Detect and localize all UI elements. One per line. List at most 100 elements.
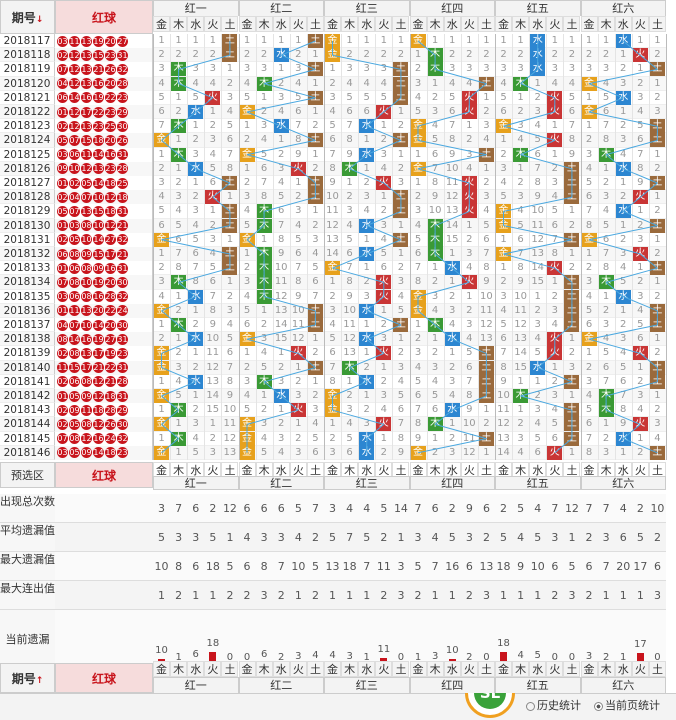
omission-value: 6 (637, 134, 644, 146)
element-tag: 木 (427, 318, 443, 332)
stat-value: 5 (294, 502, 302, 515)
red-ball: 22 (105, 362, 116, 374)
omission-value: 10 (497, 390, 510, 401)
omission-value: 2 (517, 106, 524, 117)
omission-value: 3 (278, 91, 285, 103)
preselect-element[interactable]: 火 (375, 462, 393, 478)
red-ball: 12 (93, 418, 104, 430)
stat-label: 最大遗漏值 (0, 552, 55, 581)
omission-value: 2 (637, 77, 644, 89)
radio-unchecked-icon[interactable] (526, 701, 535, 711)
omission-value: 10 (428, 205, 442, 217)
stat-value: 2 (311, 589, 319, 602)
omission-value: 10 (445, 162, 459, 174)
omission-value: 5 (500, 91, 507, 103)
header-element-5-3: 水 (529, 16, 547, 32)
period-label: 2018146 (0, 445, 55, 460)
omission-value: 4 (466, 262, 473, 274)
omission-value: 5 (534, 432, 541, 444)
red-ball: 13 (81, 347, 92, 359)
red-ball: 02 (57, 120, 68, 132)
omission-value: 2 (483, 106, 490, 117)
preselect-element[interactable]: 木 (170, 462, 188, 478)
current-row-bg (55, 610, 666, 670)
element-tag: 金 (239, 105, 255, 119)
stat-value: 6 (653, 560, 661, 573)
omission-value: 1 (295, 418, 302, 430)
omission-value: 1 (243, 162, 251, 174)
omission-value: 1 (175, 290, 182, 302)
period-label: 2018138 (0, 332, 55, 347)
current-page-stats-option[interactable]: 当前页统计 (594, 697, 660, 713)
red-ball: 20 (105, 35, 116, 47)
omission-value: 12 (445, 191, 459, 203)
omission-value: 3 (243, 276, 251, 288)
preselect-group-label: 红二 (238, 476, 324, 490)
red-ball: 12 (81, 163, 92, 175)
stat-value: 2 (551, 589, 559, 602)
omission-value: 2 (312, 120, 319, 132)
omission-value: 4 (534, 120, 541, 132)
red-ball: 12 (69, 63, 80, 75)
omission-value: 1 (517, 404, 524, 416)
red-ball: 22 (105, 305, 116, 317)
element-tag: 土 (307, 303, 323, 318)
stat-value: 7 (602, 502, 610, 515)
history-stats-option[interactable]: 历史统计 (526, 697, 581, 713)
omission-value: 4 (551, 77, 558, 89)
radio-checked-icon[interactable] (594, 701, 603, 711)
omission-value: 2 (517, 418, 524, 430)
element-tag: 土 (307, 318, 323, 332)
omission-value: 5 (500, 191, 507, 203)
element-tag: 土 (564, 161, 580, 176)
red-balls-cell: 07 08 10 19 20 30 (55, 275, 153, 290)
omission-value: 4 (534, 333, 541, 345)
element-tag: 金 (410, 289, 426, 304)
omission-value: 6 (295, 106, 302, 117)
omission-value: 2 (534, 304, 541, 316)
preselect-element[interactable]: 水 (187, 462, 205, 478)
omission-value: 13 (343, 347, 356, 359)
preselect-element[interactable]: 水 (358, 462, 376, 478)
stat-value: 2 (380, 589, 388, 602)
omission-value: 5 (260, 148, 268, 160)
element-tag: 水 (359, 247, 375, 261)
omission-value: 6 (414, 390, 422, 401)
red-ball: 03 (57, 447, 68, 459)
red-ball: 09 (57, 163, 68, 175)
red-ball: 07 (69, 134, 80, 146)
red-ball: 08 (69, 276, 80, 288)
red-ball: 09 (81, 248, 92, 260)
element-tag: 土 (478, 346, 494, 361)
omission-value: 2 (654, 404, 661, 416)
omission-value: 2 (534, 390, 541, 401)
red-balls-cell: 01 11 13 20 22 24 (55, 303, 153, 318)
omission-value: 13 (274, 304, 288, 316)
header-period[interactable]: 期号↓ (0, 0, 55, 34)
omission-value: 2 (260, 319, 268, 330)
stat-value: 5 (448, 531, 456, 544)
omission-value: 3 (329, 446, 336, 458)
red-ball: 01 (57, 390, 68, 402)
footer-period[interactable]: 期号↑ (0, 663, 55, 693)
omission-value: 2 (312, 390, 319, 401)
stat-value: 5 (329, 531, 337, 544)
footer-element-5-4: 火 (546, 661, 564, 677)
omission-value: 6 (602, 233, 610, 245)
omission-value: 2 (192, 134, 199, 146)
omission-value: 1 (158, 35, 165, 46)
omission-value: 1 (637, 63, 644, 75)
omission-value: 6 (483, 233, 490, 245)
element-tag: 水 (615, 90, 631, 105)
red-balls-cell: 06 14 16 19 22 23 (55, 90, 153, 105)
omission-value: 6 (431, 404, 439, 416)
omission-value: 3 (602, 63, 610, 75)
grid-line (666, 34, 667, 460)
stat-value: 4 (294, 531, 302, 544)
header-element-4-5: 土 (477, 16, 495, 32)
header-element-3-1: 金 (324, 16, 342, 32)
stat-value: 7 (277, 560, 285, 573)
stat-value: 1 (209, 589, 217, 602)
omission-value: 3 (654, 418, 661, 430)
preselect-element[interactable]: 金 (324, 462, 342, 478)
